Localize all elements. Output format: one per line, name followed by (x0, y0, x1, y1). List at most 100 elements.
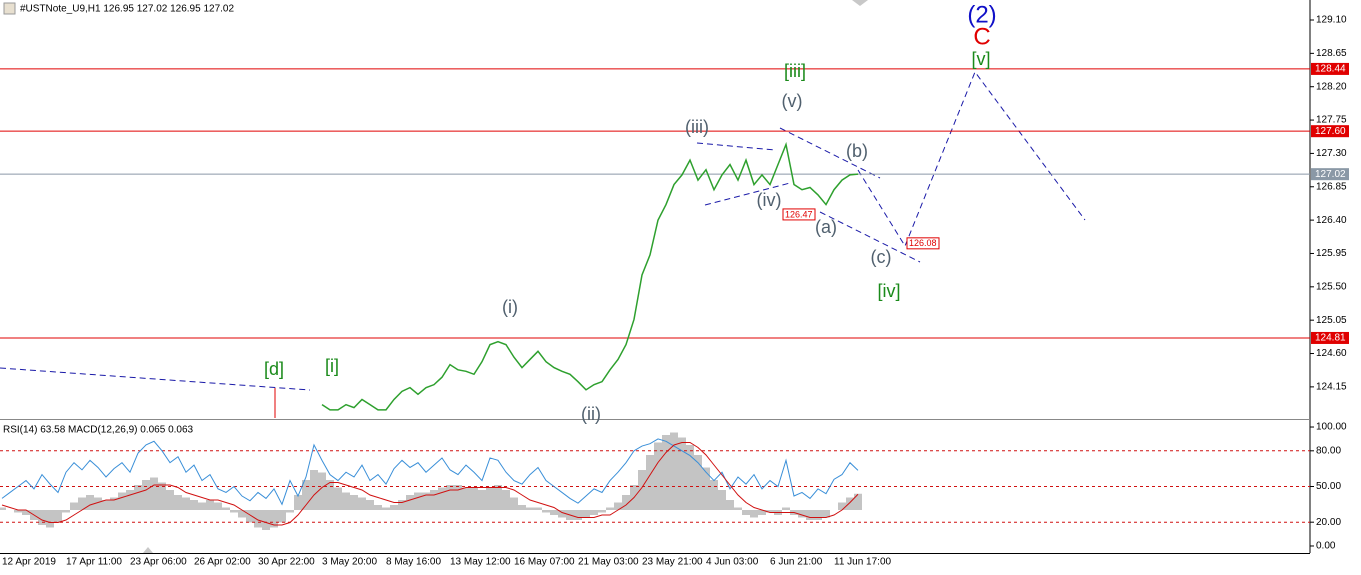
histogram-bar (638, 470, 646, 510)
histogram-bar (430, 490, 438, 510)
price-panel (0, 68, 1310, 418)
histogram-bar (350, 495, 358, 510)
current-price-label: 127.02 (1315, 169, 1346, 180)
histogram-bar (854, 493, 862, 510)
histogram-bar (134, 485, 142, 510)
y-tick-label: 124.60 (1316, 348, 1347, 359)
projection-path (857, 70, 1086, 248)
trendline (696, 142, 776, 151)
y-tick-label: 126.40 (1316, 215, 1347, 226)
histogram-bar (606, 507, 614, 510)
y-tick-label: 126.85 (1316, 181, 1347, 192)
histogram-bar (78, 497, 86, 510)
histogram-bar (230, 510, 238, 513)
trendline (779, 127, 881, 179)
histogram-bar (558, 510, 566, 518)
histogram-bar (782, 507, 790, 510)
histogram-bar (214, 502, 222, 510)
histogram-bar (382, 507, 390, 510)
histogram-bar (318, 472, 326, 510)
price-tag-box (906, 237, 940, 250)
level-label: 127.60 (1315, 126, 1346, 137)
histogram-bar (238, 510, 246, 518)
level-label: 124.81 (1315, 333, 1346, 344)
wave-label: [i] (325, 356, 339, 376)
histogram-bar (374, 505, 382, 510)
indicator-title: RSI(14) 63.58 MACD(12,26,9) 0.065 0.063 (3, 425, 194, 436)
histogram-bar (110, 497, 118, 510)
histogram-bar (550, 510, 558, 515)
histogram-bar (414, 492, 422, 510)
wave-label: (c) (871, 247, 892, 267)
histogram-bar (294, 495, 302, 510)
y-tick-label: 125.50 (1316, 281, 1347, 292)
level-tag (1311, 331, 1349, 344)
histogram-bar (14, 510, 22, 513)
shift-marker (852, 0, 868, 6)
histogram-bar (454, 485, 462, 510)
current-price-tag (1311, 168, 1349, 181)
histogram-bar (182, 497, 190, 510)
histogram-bar (254, 510, 262, 528)
wave-label: [v] (971, 49, 990, 69)
wave-label: (ii) (581, 404, 601, 424)
y-tick-label: 80.00 (1316, 445, 1341, 456)
histogram-bar (406, 495, 414, 510)
wave-label: C (973, 23, 990, 50)
histogram-bar (206, 500, 214, 510)
wave-trendlines (0, 70, 1086, 391)
y-tick-label: 100.00 (1316, 422, 1347, 433)
histogram-bar (806, 510, 814, 520)
wave-label: (i) (502, 297, 518, 317)
wave-label: [d] (264, 359, 284, 379)
histogram-bar (838, 502, 846, 510)
x-tick-label: 12 Apr 2019 (2, 557, 56, 568)
histogram-bar (142, 480, 150, 510)
wave-label: (2) (967, 1, 996, 28)
histogram-bar (598, 510, 606, 513)
x-tick-label: 8 May 16:00 (386, 557, 441, 568)
histogram-bar (334, 487, 342, 510)
histogram-bar (62, 510, 70, 513)
chart-header: #USTNote_U9,H1 126.95 127.02 126.95 127.… (20, 4, 234, 15)
price-tag: 126.08 (909, 238, 937, 248)
trendline (0, 367, 311, 391)
wave-label: (iii) (685, 117, 709, 137)
histogram-bar (302, 480, 310, 510)
histogram-bar (526, 507, 534, 510)
wave-label: (v) (782, 91, 803, 111)
histogram-bar (574, 510, 582, 520)
x-tick-label: 16 May 07:00 (514, 557, 575, 568)
y-tick-label: 127.30 (1316, 148, 1347, 159)
histogram-bar (462, 487, 470, 510)
shift-marker (143, 547, 153, 553)
y-tick-label: 20.00 (1316, 517, 1341, 528)
histogram-bar (822, 510, 830, 518)
y-tick-label: 124.15 (1316, 382, 1347, 393)
price-tag: 126.47 (785, 209, 813, 219)
histogram-bar (286, 510, 294, 513)
histogram-bar (22, 510, 30, 515)
symbol-icon (3, 2, 16, 15)
histogram-bar (422, 492, 430, 510)
histogram-bar (502, 490, 510, 510)
wave-label: [iii] (784, 61, 806, 81)
histogram-bar (46, 510, 54, 528)
histogram-bar (662, 435, 670, 510)
y-tick-label: 125.95 (1316, 248, 1347, 259)
y-tick-label: 127.75 (1316, 115, 1347, 126)
histogram-bar (542, 510, 550, 513)
data-line (1, 438, 859, 506)
histogram-bar (702, 467, 710, 510)
histogram-bar (398, 500, 406, 510)
x-tick-label: 13 May 12:00 (450, 557, 511, 568)
histogram-bar (262, 510, 270, 530)
wave-label: (a) (815, 217, 837, 237)
histogram-bar (166, 490, 174, 510)
histogram-bar (390, 505, 398, 510)
histogram-bar (582, 510, 590, 518)
histogram-bar (446, 485, 454, 510)
histogram-bar (38, 510, 46, 525)
histogram-bar (438, 487, 446, 510)
histogram-bar (358, 497, 366, 510)
